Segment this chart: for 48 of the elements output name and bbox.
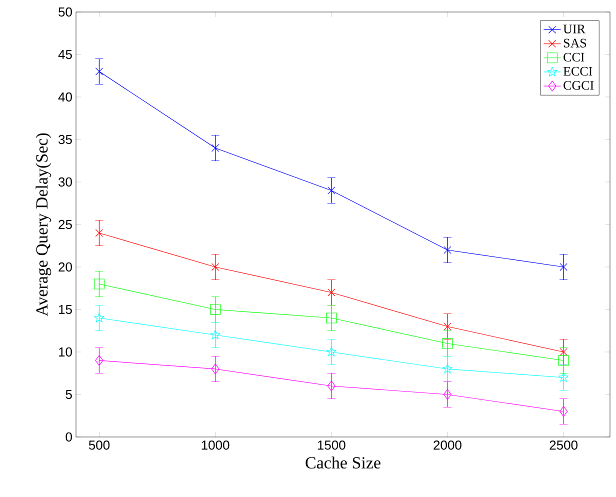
- point: [444, 322, 452, 330]
- legend-label: ECCI: [563, 66, 592, 76]
- point: [442, 364, 453, 374]
- point: [560, 406, 568, 417]
- point: [444, 246, 452, 254]
- point: [326, 312, 337, 324]
- y-tick-label: 40: [58, 92, 72, 102]
- point: [328, 288, 336, 296]
- legend-label: CGCI: [564, 81, 594, 90]
- point: [326, 346, 336, 356]
- y-tick-label: 0: [66, 432, 72, 442]
- y-tick-label: 25: [58, 220, 72, 230]
- y-tick-label: 35: [58, 134, 72, 144]
- x-tick-label: 1000: [202, 440, 230, 450]
- x-axis-title: Cache Size: [306, 456, 380, 469]
- legend-label: SAS: [564, 38, 586, 48]
- x-tick-label: 1500: [318, 440, 346, 450]
- point: [560, 348, 568, 356]
- y-axis-title: Average Query Delay(Sec): [36, 133, 52, 316]
- x-tick-label: 500: [88, 440, 110, 450]
- y-tick-label: 10: [59, 347, 72, 357]
- y-tick-label: 50: [58, 7, 72, 17]
- point: [211, 263, 220, 271]
- point: [94, 312, 104, 322]
- point: [210, 330, 220, 340]
- point: [94, 278, 105, 290]
- point: [95, 355, 104, 366]
- point: [560, 263, 568, 271]
- point: [95, 229, 104, 237]
- y-tick-label: 45: [58, 50, 72, 60]
- legend-label: CCI: [564, 52, 584, 62]
- point: [442, 338, 453, 349]
- point: [558, 355, 569, 366]
- y-tick-label: 20: [58, 262, 72, 272]
- point: [210, 304, 221, 315]
- point: [327, 380, 336, 392]
- point: [95, 68, 104, 76]
- y-tick-label: 15: [59, 304, 72, 314]
- x-tick-label: 2500: [550, 440, 578, 450]
- y-tick-label: 5: [66, 390, 72, 400]
- point: [211, 144, 220, 152]
- point: [558, 372, 569, 382]
- point: [443, 389, 452, 400]
- point: [211, 364, 220, 374]
- y-tick-label: 30: [58, 177, 72, 187]
- point: [328, 186, 336, 194]
- x-tick-label: 2000: [434, 440, 462, 450]
- legend-label: UIR: [563, 24, 586, 34]
